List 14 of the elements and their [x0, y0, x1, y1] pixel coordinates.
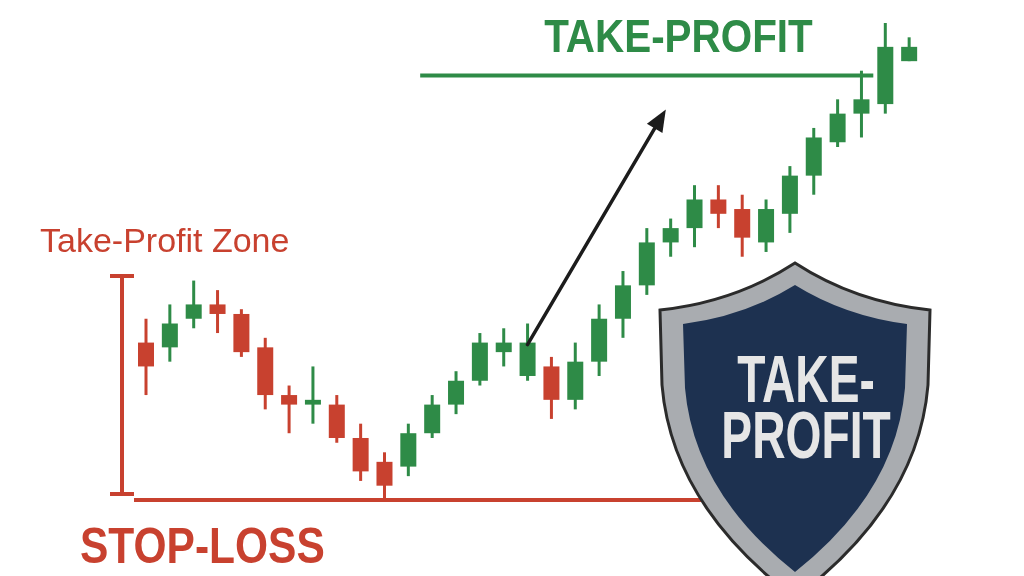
annotation: Take-Profit Zone — [40, 221, 290, 259]
candlestick — [448, 371, 465, 416]
candlestick — [281, 385, 298, 435]
ref-line-label: TAKE-PROFIT — [544, 9, 813, 63]
candlestick — [209, 290, 226, 335]
candlestick — [662, 218, 679, 257]
candlestick — [495, 328, 512, 367]
candlestick — [161, 304, 178, 362]
legend-label: STOP-LOSS — [80, 517, 325, 574]
candlestick — [138, 318, 154, 397]
candlestick — [710, 185, 727, 230]
annotation: TAKE-PROFIT — [721, 341, 891, 472]
candlestick — [185, 280, 202, 329]
candlestick — [304, 366, 321, 424]
